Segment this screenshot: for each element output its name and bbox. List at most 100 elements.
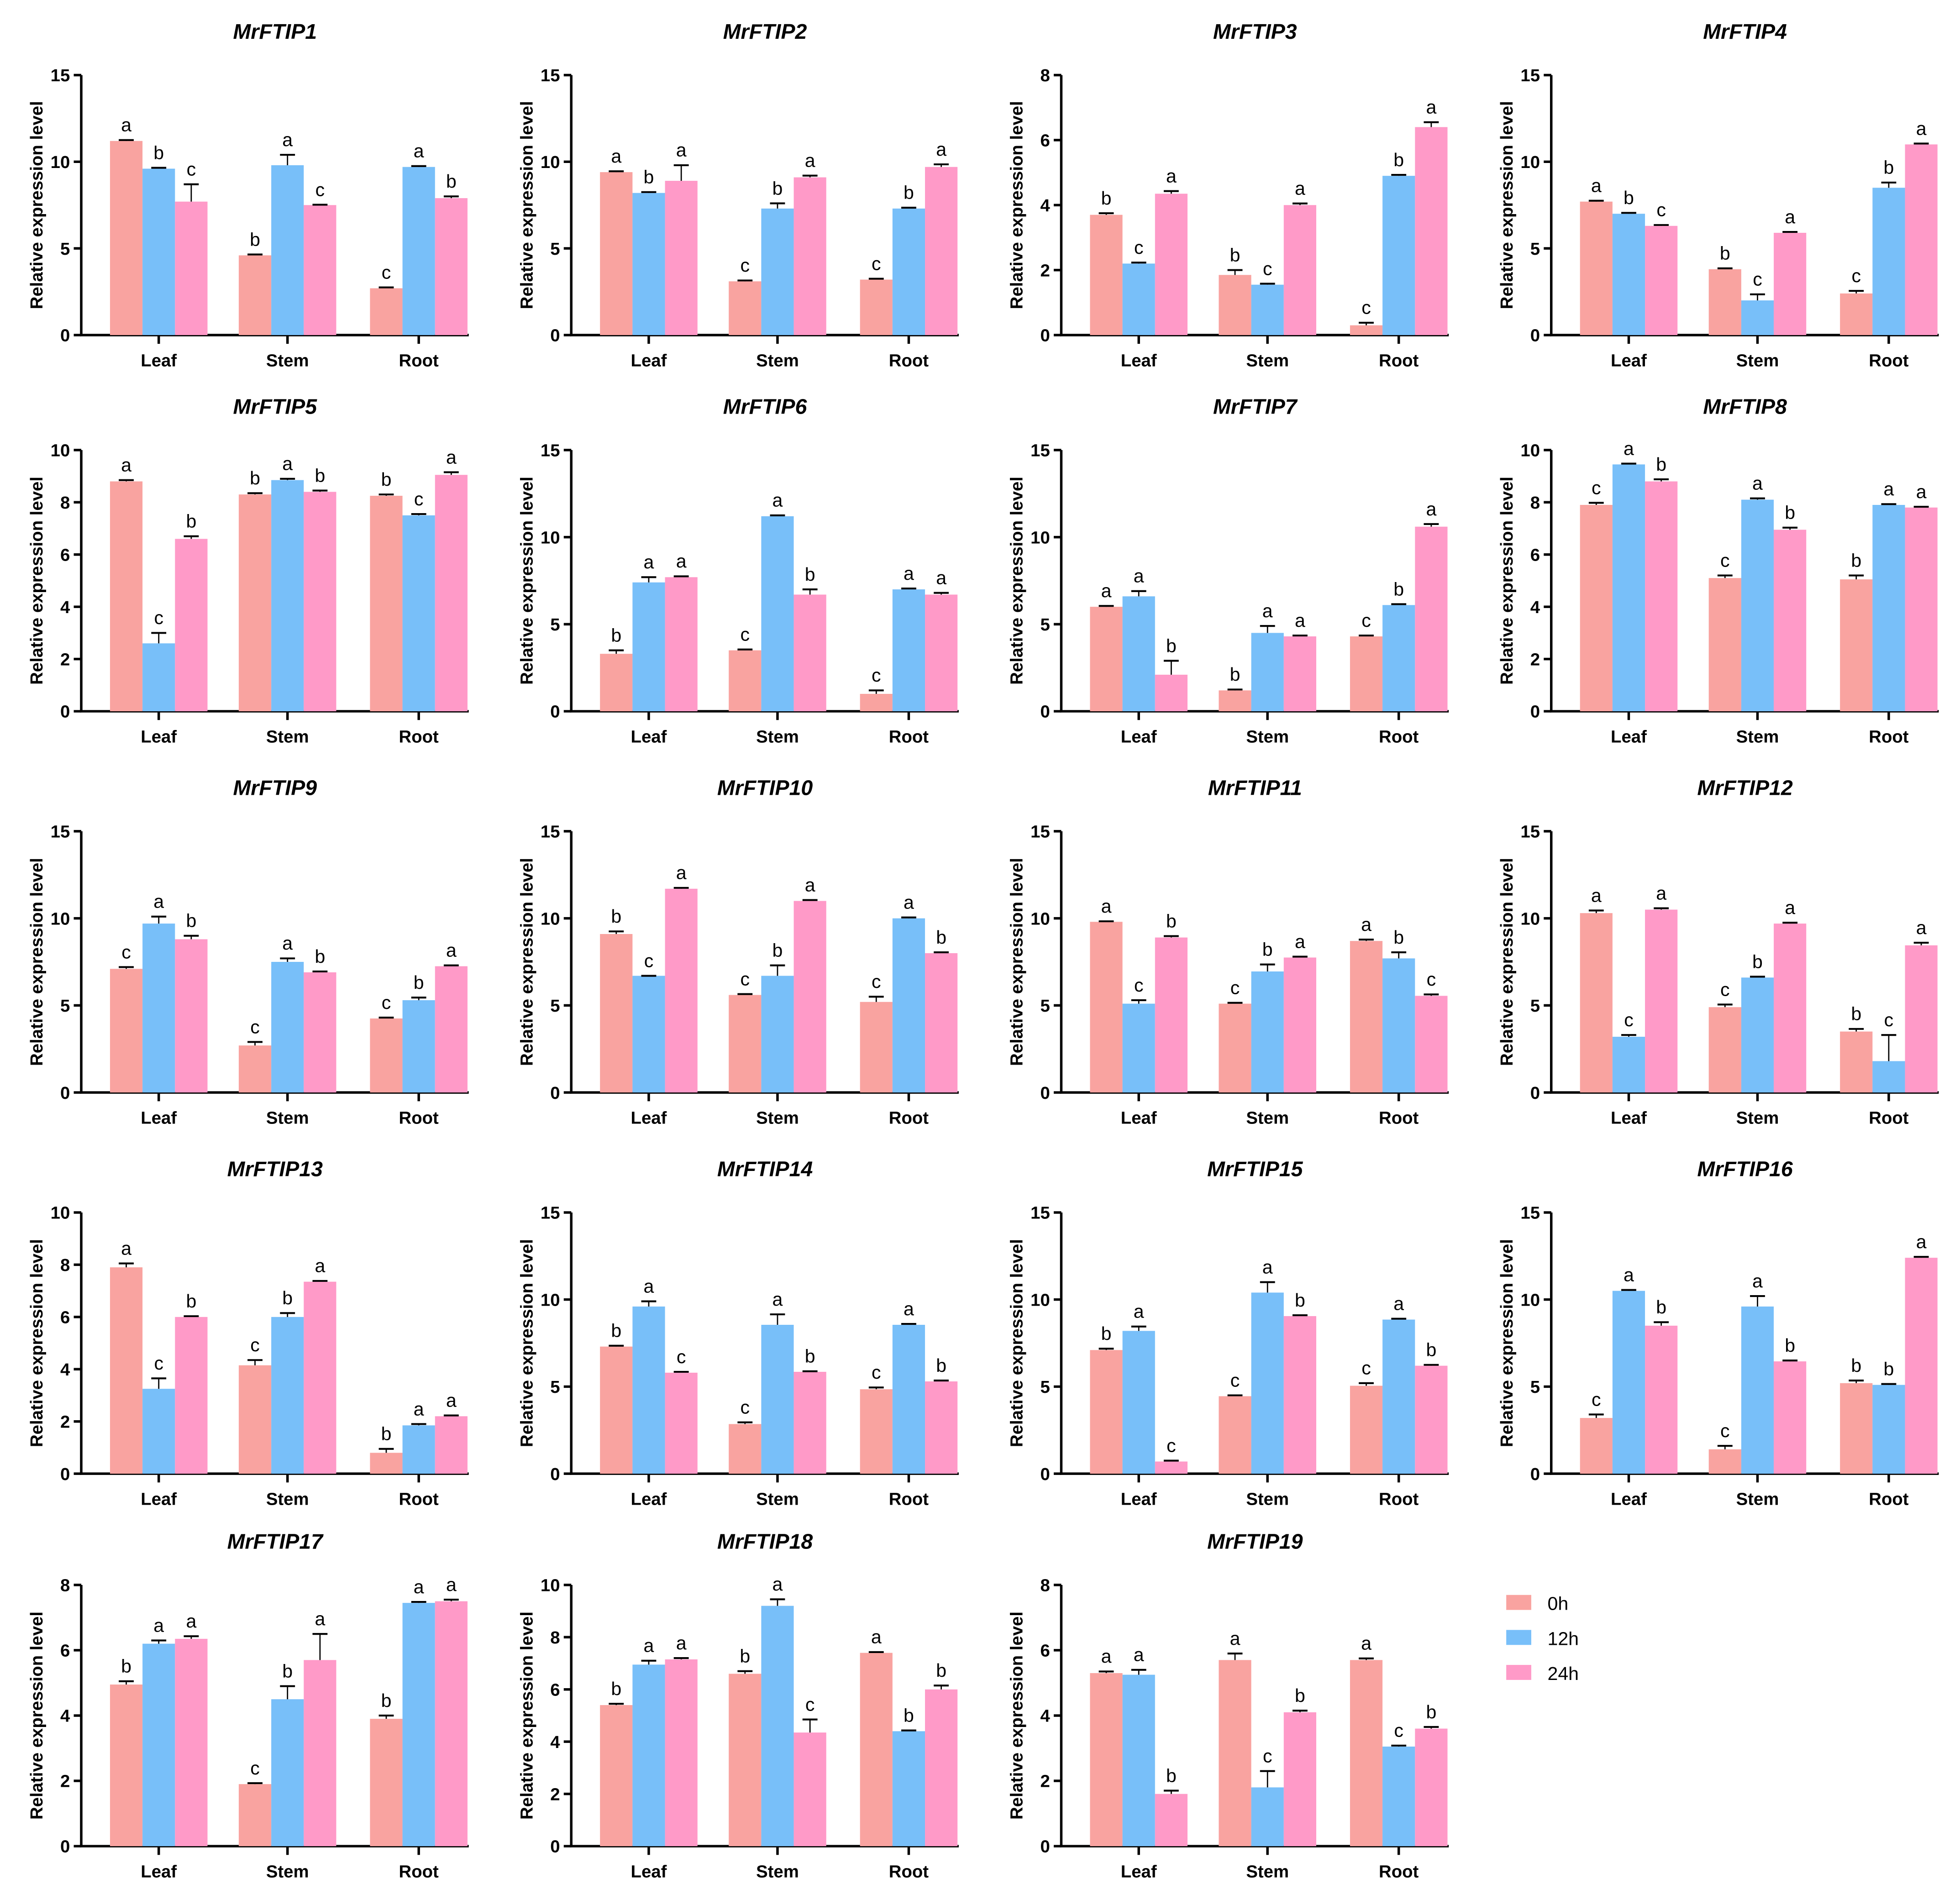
bar bbox=[271, 165, 304, 335]
y-tick-label: 10 bbox=[541, 1290, 560, 1310]
significance-letter: b bbox=[904, 182, 914, 203]
bar bbox=[1090, 607, 1123, 712]
significance-letter: a bbox=[414, 1398, 424, 1419]
bar bbox=[860, 693, 893, 712]
chart-title: MrFTIP6 bbox=[723, 394, 808, 418]
chart-title: MrFTIP4 bbox=[1703, 20, 1787, 43]
x-tick-label: Leaf bbox=[631, 1108, 667, 1128]
x-tick-label: Leaf bbox=[1121, 351, 1157, 370]
significance-letter: b bbox=[1166, 1765, 1177, 1786]
chart-panel: MrFTIP17 Relative expression level 0 2 4 6 8 Le… bbox=[27, 1529, 469, 1882]
chart-title: MrFTIP3 bbox=[1213, 20, 1297, 43]
bar bbox=[1415, 996, 1448, 1093]
y-tick-label: 0 bbox=[1040, 326, 1050, 346]
bar bbox=[793, 1372, 826, 1474]
bar bbox=[402, 515, 435, 712]
y-tick-label: 0 bbox=[1040, 1464, 1050, 1484]
chart-panel: MrFTIP10 Relative expression level 0 5 10 15 L… bbox=[517, 776, 959, 1128]
significance-letter: c bbox=[1394, 1720, 1403, 1741]
y-tick-label: 0 bbox=[1530, 702, 1540, 722]
y-tick-label: 6 bbox=[60, 1308, 70, 1328]
significance-letter: a bbox=[1426, 499, 1436, 520]
significance-letter: c bbox=[872, 971, 881, 992]
y-tick-label: 6 bbox=[1040, 1641, 1050, 1661]
significance-letter: a bbox=[1101, 580, 1112, 601]
bar bbox=[1382, 176, 1415, 335]
x-tick-label: Stem bbox=[756, 1862, 799, 1882]
significance-letter: a bbox=[1624, 1265, 1634, 1286]
significance-letter: c bbox=[1656, 199, 1666, 220]
significance-letter: c bbox=[1624, 1009, 1634, 1030]
bar bbox=[435, 475, 468, 712]
y-tick-label: 8 bbox=[1040, 1576, 1050, 1596]
significance-letter: b bbox=[1295, 1685, 1305, 1706]
significance-letter: b bbox=[1426, 1339, 1436, 1360]
bar bbox=[1840, 293, 1873, 335]
legend: 0h 12h 24h bbox=[1506, 1593, 1579, 1684]
y-tick-label: 10 bbox=[51, 909, 70, 929]
bar bbox=[1251, 284, 1284, 335]
y-tick-label: 0 bbox=[1530, 326, 1540, 346]
chart-panel: MrFTIP1 Relative expression level 0 5 10 15 Le… bbox=[27, 20, 469, 370]
significance-letter: a bbox=[1134, 1301, 1144, 1322]
x-tick-label: Leaf bbox=[1121, 1108, 1157, 1128]
y-tick-label: 15 bbox=[541, 441, 560, 461]
significance-letter: a bbox=[282, 933, 293, 954]
significance-letter: a bbox=[1916, 1231, 1927, 1252]
chart-title: MrFTIP14 bbox=[717, 1157, 813, 1181]
significance-letter: a bbox=[644, 1635, 654, 1656]
bar bbox=[729, 650, 762, 712]
bar bbox=[142, 1643, 175, 1847]
bar bbox=[1122, 1674, 1155, 1847]
bar bbox=[1905, 1258, 1938, 1474]
chart-panel: MrFTIP16 Relative expression level 0 5 10 15 L… bbox=[1497, 1157, 1939, 1509]
bar bbox=[1219, 1396, 1251, 1474]
y-tick-label: 10 bbox=[51, 441, 70, 461]
bar bbox=[1382, 605, 1415, 712]
bar bbox=[435, 198, 468, 335]
bar bbox=[1774, 232, 1807, 335]
bar bbox=[1350, 1386, 1383, 1474]
significance-letter: b bbox=[381, 469, 392, 490]
bar bbox=[435, 1601, 468, 1847]
significance-letter: a bbox=[772, 490, 783, 511]
bar bbox=[1350, 636, 1383, 712]
x-tick-label: Root bbox=[1379, 1862, 1419, 1882]
bar bbox=[402, 1000, 435, 1093]
significance-letter: c bbox=[1263, 1745, 1272, 1766]
bar bbox=[370, 1719, 403, 1847]
significance-letter: a bbox=[1591, 885, 1602, 906]
bar bbox=[1155, 674, 1188, 712]
significance-letter: b bbox=[1101, 1323, 1112, 1344]
y-tick-label: 5 bbox=[60, 996, 70, 1016]
significance-letter: b bbox=[1851, 1355, 1861, 1376]
significance-letter: b bbox=[414, 972, 424, 993]
significance-letter: a bbox=[315, 1255, 325, 1276]
chart-panel: MrFTIP18 Relative expression level 0 2 4 6 8 10… bbox=[517, 1529, 959, 1882]
y-axis-label: Relative expression level bbox=[27, 101, 47, 309]
bar bbox=[1741, 499, 1774, 712]
significance-letter: a bbox=[446, 940, 457, 960]
significance-letter: c bbox=[741, 255, 750, 276]
significance-letter: c bbox=[1361, 610, 1371, 631]
x-tick-label: Root bbox=[1379, 1490, 1419, 1509]
significance-letter: a bbox=[1624, 438, 1634, 459]
significance-letter: a bbox=[1752, 473, 1763, 494]
bar bbox=[925, 953, 958, 1093]
bar bbox=[1155, 937, 1188, 1093]
bar bbox=[632, 1664, 665, 1847]
significance-letter: b bbox=[805, 564, 815, 585]
significance-letter: c bbox=[1230, 1370, 1240, 1391]
significance-letter: b bbox=[1851, 550, 1861, 571]
chart-panel: MrFTIP6 Relative expression level 0 5 10 15 Le… bbox=[517, 394, 959, 747]
significance-letter: c bbox=[1230, 977, 1240, 998]
bar bbox=[1251, 633, 1284, 712]
significance-letter: b bbox=[1752, 951, 1763, 972]
y-tick-label: 8 bbox=[60, 1576, 70, 1596]
significance-letter: b bbox=[644, 167, 654, 188]
significance-letter: c bbox=[1753, 269, 1762, 290]
bar bbox=[1612, 464, 1645, 712]
bar bbox=[1905, 507, 1938, 712]
y-axis-label: Relative expression level bbox=[1007, 477, 1027, 685]
